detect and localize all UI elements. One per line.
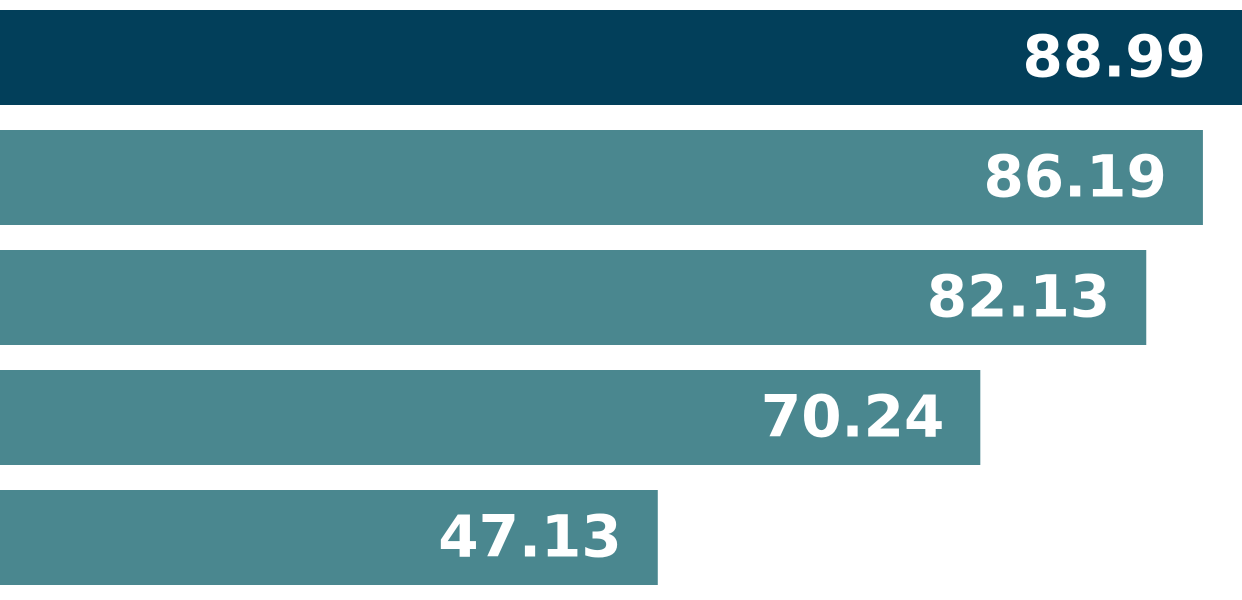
bar (0, 250, 1147, 345)
bar (0, 10, 1242, 105)
value-label: 70.24 (761, 383, 944, 451)
value-label: 82.13 (927, 263, 1110, 331)
bar (0, 130, 1203, 225)
value-label: 86.19 (983, 143, 1166, 211)
bar (0, 490, 658, 585)
value-label: 47.13 (438, 503, 621, 571)
value-label: 88.99 (1023, 23, 1206, 91)
bar (0, 370, 981, 465)
